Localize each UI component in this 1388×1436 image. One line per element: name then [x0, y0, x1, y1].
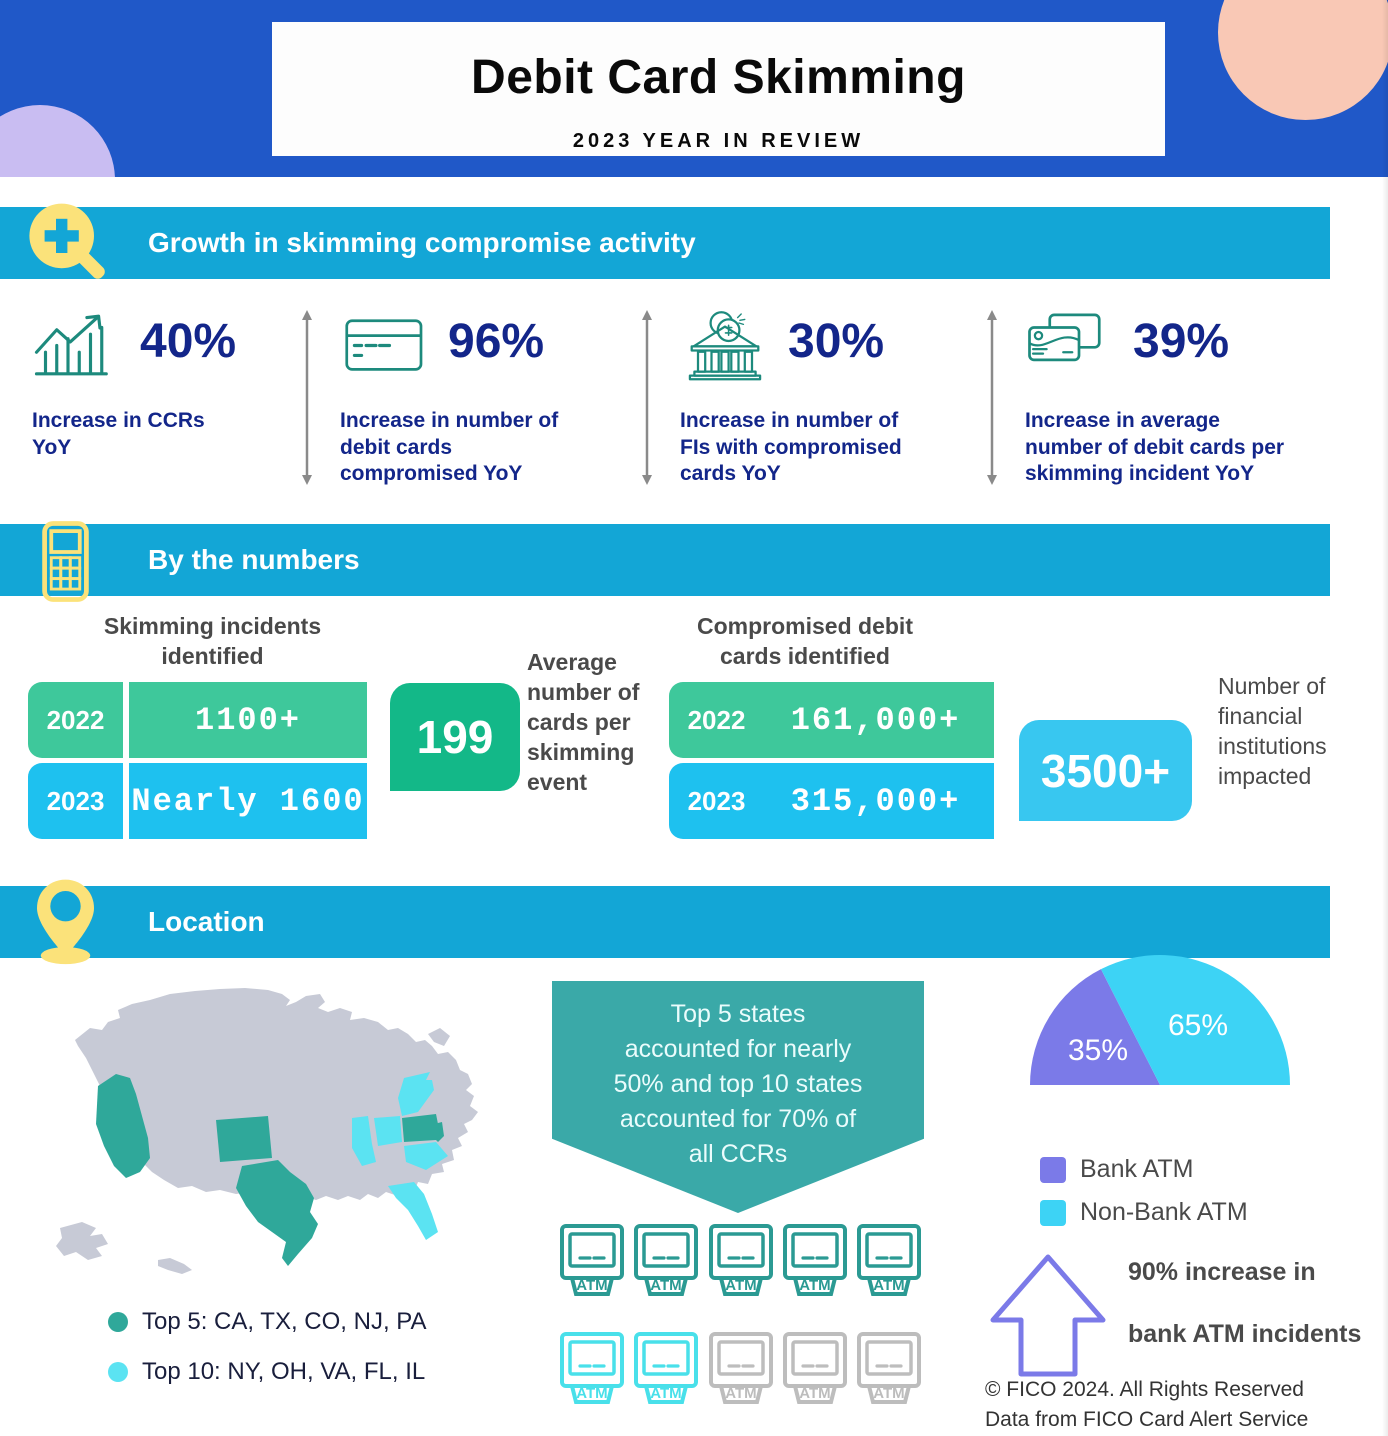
svg-text:ATM: ATM [651, 1277, 682, 1294]
svg-text:ATM: ATM [725, 1277, 756, 1294]
svg-text:ATM: ATM [651, 1385, 682, 1402]
svg-text:ATM: ATM [799, 1385, 830, 1402]
svg-text:ATM: ATM [576, 1385, 607, 1402]
svg-text:ATM: ATM [799, 1277, 830, 1294]
svg-text:ATM: ATM [725, 1385, 756, 1402]
svg-text:65%: 65% [1168, 1009, 1228, 1042]
svg-text:ATM: ATM [576, 1277, 607, 1294]
svg-text:35%: 35% [1068, 1034, 1128, 1067]
svg-text:ATM: ATM [873, 1385, 904, 1402]
svg-text:ATM: ATM [873, 1277, 904, 1294]
